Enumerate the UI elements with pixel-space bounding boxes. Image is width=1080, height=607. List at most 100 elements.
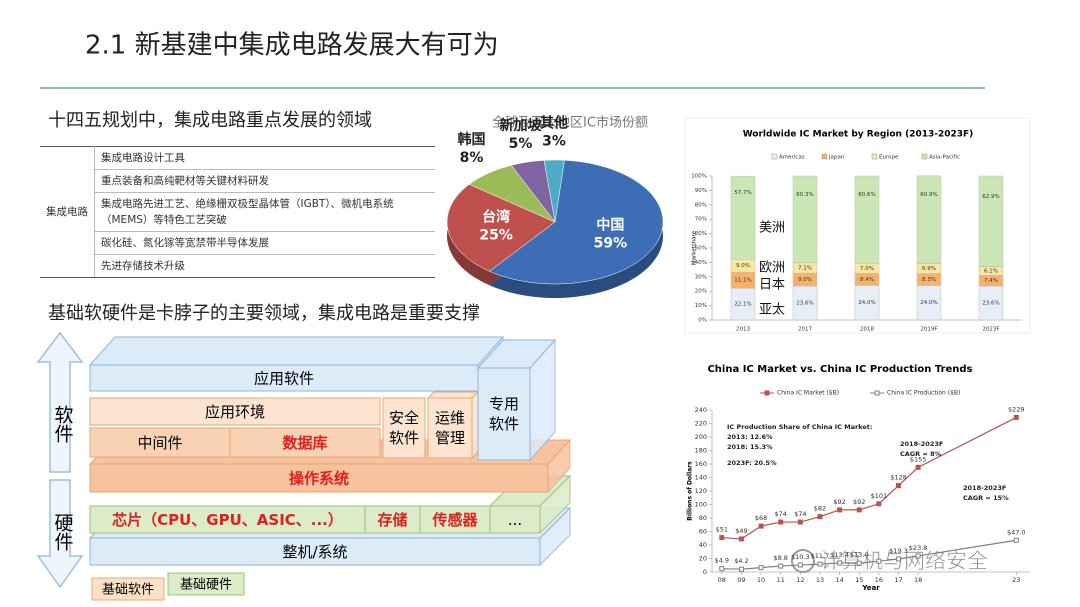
bar-value-label: 24.0% — [920, 300, 937, 306]
block-label: 整机/系统 — [282, 543, 347, 561]
pie-slice — [488, 159, 664, 285]
bar-value-label: 23.6% — [796, 301, 813, 307]
legend-label: 基础硬件 — [180, 578, 232, 593]
bar-segment — [854, 285, 880, 321]
point — [837, 507, 843, 513]
block-side — [471, 390, 479, 460]
point-label: $23.8 — [909, 544, 928, 552]
block-label: 安全软件 — [389, 409, 419, 447]
bar-segment — [792, 285, 818, 321]
legend-label: China IC Production ($B) — [887, 390, 960, 397]
annotation: 日本 — [759, 278, 785, 293]
point-label: $51 — [716, 526, 728, 534]
table-cell: 重点装备和高纯靶材等关键材料研发 — [94, 169, 435, 193]
pie-value-label: 3% — [542, 134, 566, 150]
annotation: 美洲 — [759, 221, 785, 236]
annotation: CAGR = 15% — [963, 494, 1009, 502]
point-label: $92 — [853, 498, 865, 506]
legend-marker — [764, 390, 770, 396]
y-tick-label: 60 — [699, 528, 707, 536]
axis-label: 硬件 — [52, 513, 74, 551]
y-tick-label: 80% — [695, 202, 707, 208]
point-label: $82 — [814, 505, 826, 513]
y-tick-label: 30% — [695, 274, 707, 280]
point-label: $101 — [871, 492, 888, 500]
annotation: 2018-2023F — [963, 484, 1006, 492]
x-tick-label: 08 — [718, 576, 726, 584]
point — [738, 566, 744, 572]
point — [915, 553, 921, 559]
x-tick-label: 09 — [737, 576, 745, 584]
point-label: $92 — [833, 498, 845, 506]
focus-table: 集成电路 集成电路设计工具 重点装备和高纯靶材等关键材料研发 集成电路先进工艺、绝… — [40, 146, 435, 278]
section-heading: 基础软硬件是卡脖子的主要领域，集成电路是重要支撑 — [48, 303, 480, 324]
x-tick-label: 2019F — [920, 327, 937, 333]
y-tick-label: 20% — [695, 289, 707, 295]
point — [817, 514, 823, 520]
block-label: 传感器 — [431, 511, 478, 529]
y-tick-label: 220 — [695, 420, 707, 428]
x-axis-label: Year — [861, 584, 880, 592]
x-tick-label: 2018 — [860, 327, 874, 333]
legend-label: Americas — [779, 155, 805, 161]
y-tick-label: 180 — [695, 447, 707, 455]
block — [229, 427, 381, 458]
block — [89, 427, 231, 458]
legend-swatch — [921, 153, 928, 160]
y-tick-label: 100% — [691, 174, 707, 180]
point — [797, 562, 803, 568]
block — [89, 397, 381, 426]
annotation: 2018-2023F — [900, 440, 943, 448]
block-label: 应用软件 — [254, 370, 314, 388]
point-label: $8.8 — [773, 554, 787, 562]
point — [778, 519, 784, 525]
x-tick-label: 2017 — [798, 327, 812, 333]
y-tick-label: 160 — [695, 460, 707, 468]
point — [738, 536, 744, 542]
legend-label: 基础软件 — [102, 583, 154, 598]
block — [89, 537, 541, 566]
y-tick-label: 40% — [695, 260, 707, 266]
block-top — [426, 391, 480, 399]
point — [895, 556, 901, 562]
table-cell: 先进存储技术升级 — [94, 254, 435, 278]
legend-box — [91, 577, 165, 601]
bar-segment — [978, 285, 1004, 321]
x-tick-label: 23 — [1012, 576, 1020, 584]
x-tick-label: 2013 — [736, 327, 750, 333]
legend-marker — [874, 390, 880, 396]
point-label: $229 — [1008, 405, 1025, 413]
bar-segment — [792, 175, 818, 264]
bar-segment — [978, 175, 1004, 267]
bar-segment — [916, 175, 942, 264]
watermark: 计算机与网络安全 — [820, 549, 988, 573]
y-tick-label: 120 — [695, 487, 707, 495]
pie-value-label: 25% — [479, 228, 513, 244]
y-tick-label: 240 — [695, 406, 707, 414]
x-tick-label: 10 — [757, 576, 765, 584]
legend-label: China IC Market ($B) — [777, 390, 839, 397]
pie-value-label: 5% — [509, 136, 533, 152]
point — [758, 523, 764, 529]
y-tick-label: 60% — [695, 231, 707, 237]
point-label: $4.2 — [734, 557, 748, 565]
point-label: $74 — [794, 510, 806, 518]
bar-segment — [730, 175, 756, 260]
x-tick-label: 15 — [855, 576, 863, 584]
point-label: $19.3 — [889, 547, 908, 555]
x-tick-label: 18 — [914, 576, 922, 584]
block-label: 存储 — [377, 511, 407, 529]
point — [719, 566, 725, 572]
bar-value-label: 8.3% — [922, 277, 936, 283]
bar-value-label: 11.1% — [734, 278, 751, 284]
y-tick-label: 40 — [699, 541, 707, 549]
annotation: IC Production Share of China IC Market: — [727, 423, 873, 431]
annotation: 亚太 — [759, 303, 785, 318]
line-title: China IC Market vs. China IC Production … — [707, 364, 972, 375]
y-tick-label: 50% — [695, 246, 707, 252]
x-tick-label: 17 — [894, 576, 902, 584]
block — [489, 505, 541, 534]
point-label: $74 — [774, 510, 786, 518]
block-label: 中间件 — [137, 434, 182, 452]
bar-value-label: 7.0% — [860, 266, 874, 272]
